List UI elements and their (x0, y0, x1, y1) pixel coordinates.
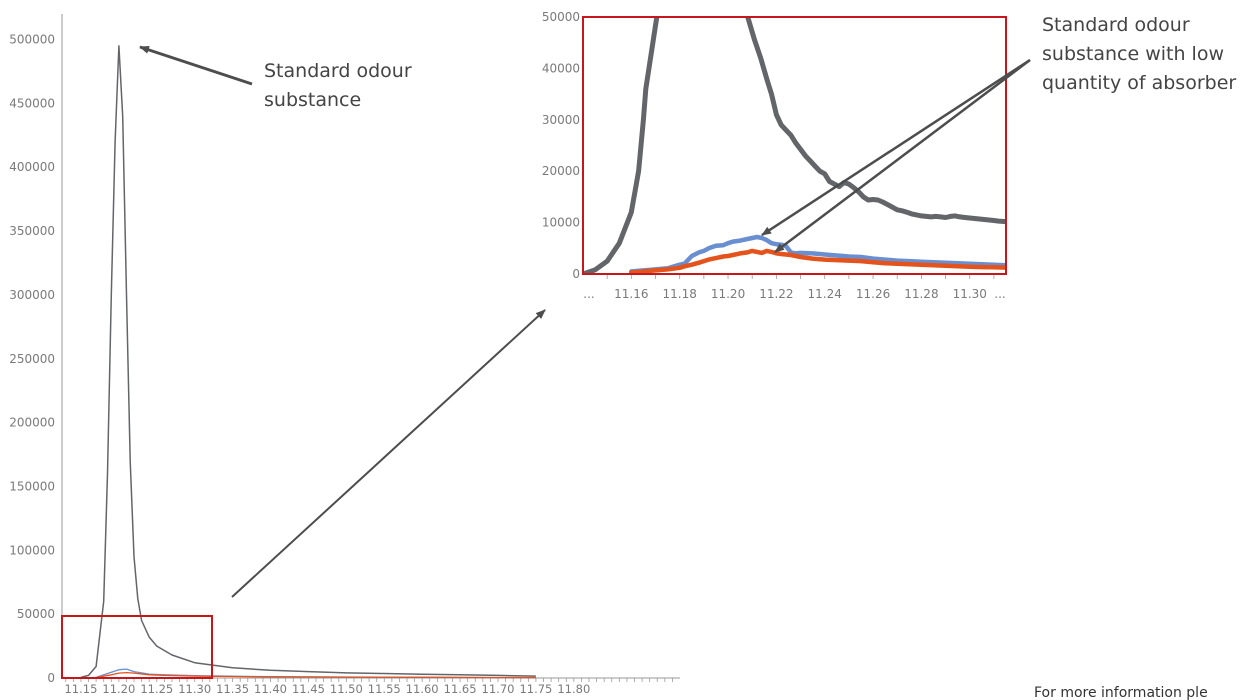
inset-x-tick-label: 11.30 (953, 287, 987, 301)
inset-x-tick-label: 11.18 (663, 287, 697, 301)
main-x-tick-label: 11.80 (557, 682, 590, 696)
inset-background (583, 17, 1006, 274)
inset-y-tick-label: 30000 (542, 113, 580, 127)
main-x-tick-label: 11.70 (482, 682, 515, 696)
inset-y-tick-label: 40000 (542, 61, 580, 75)
arrow-to-inset (231, 309, 546, 598)
absorber-label-line2: substance with low (1042, 43, 1224, 65)
main-tick-labels: 0500001000001500002000002500003000003500… (9, 33, 673, 696)
standard-label-line1: Standard odour (264, 60, 412, 82)
inset-x-tick-label: 11.28 (904, 287, 938, 301)
main-y-tick-label: 350000 (9, 224, 55, 238)
main-x-tick-label: 11.20 (102, 682, 135, 696)
arrow-to-blue-series (761, 58, 1031, 237)
inset-y-tick-label: 50000 (542, 10, 580, 24)
main-y-tick-label: 200000 (9, 416, 55, 430)
main-y-tick-label: 250000 (9, 352, 55, 366)
inset-series-low-absorber-orange (629, 248, 1006, 274)
absorber-label-line3: quantity of absorber (1042, 72, 1236, 94)
main-x-tick-label: 11.55 (368, 682, 401, 696)
main-y-tick-label: 50000 (17, 607, 55, 621)
main-series-low-absorber-orange (80, 671, 536, 679)
main-y-tick-label: 400000 (9, 160, 55, 174)
arrow-to-standard-peak (139, 45, 253, 86)
inset-x-tick-label: 11.22 (759, 287, 793, 301)
arrow-to-orange-series (774, 59, 1031, 253)
standard-label-line2: substance (264, 89, 361, 111)
main-x-tick-label: 11.40 (254, 682, 287, 696)
main-y-tick-label: 300000 (9, 288, 55, 302)
inset-frame (582, 16, 1007, 275)
main-chart: 0500001000001500002000002500003000003500… (9, 14, 680, 696)
main-y-tick-label: 100000 (9, 543, 55, 557)
main-y-tick-label: 0 (47, 671, 55, 685)
inset-x-tick-label: ... (583, 287, 594, 301)
main-y-tick-label: 500000 (9, 33, 55, 47)
main-x-tick-label: 11.60 (406, 682, 439, 696)
main-x-tick-label: 11.30 (178, 682, 211, 696)
main-y-tick-label: 150000 (9, 479, 55, 493)
inset-y-tick-label: 0 (572, 267, 580, 281)
inset-y-tick-label: 10000 (542, 216, 580, 230)
main-x-tick-label: 11.25 (140, 682, 173, 696)
main-x-tick-label: 11.45 (292, 682, 325, 696)
main-x-tick-label: 11.35 (216, 682, 249, 696)
main-y-tick-label: 450000 (9, 96, 55, 110)
inset-x-tick-label: 11.16 (614, 287, 648, 301)
inset-x-tick-label: ... (994, 287, 1005, 301)
main-x-tick-label: 11.15 (64, 682, 97, 696)
main-x-tick-label: 11.65 (444, 682, 477, 696)
main-series-group (80, 45, 536, 679)
inset-x-tick-label: 11.26 (856, 287, 890, 301)
main-x-tick-label: 11.50 (330, 682, 363, 696)
inset-chart: 0 10000 20000 30000 40000 50000... 11.16 11.18 1… (542, 10, 1007, 301)
inset-tick-labels: 0 10000 20000 30000 40000 50000... 11.16 11.18 1… (542, 10, 1006, 301)
main-series-standard (80, 45, 536, 679)
inset-x-tick-label: 11.20 (711, 287, 745, 301)
main-x-tick-label: 11.75 (519, 682, 552, 696)
inset-y-tick-label: 20000 (542, 164, 580, 178)
absorber-label-line1: Standard odour (1042, 14, 1190, 36)
footer-text: For more information ple (1034, 685, 1208, 700)
inset-x-tick-label: 11.24 (808, 287, 842, 301)
zoom-region-box (61, 615, 213, 679)
